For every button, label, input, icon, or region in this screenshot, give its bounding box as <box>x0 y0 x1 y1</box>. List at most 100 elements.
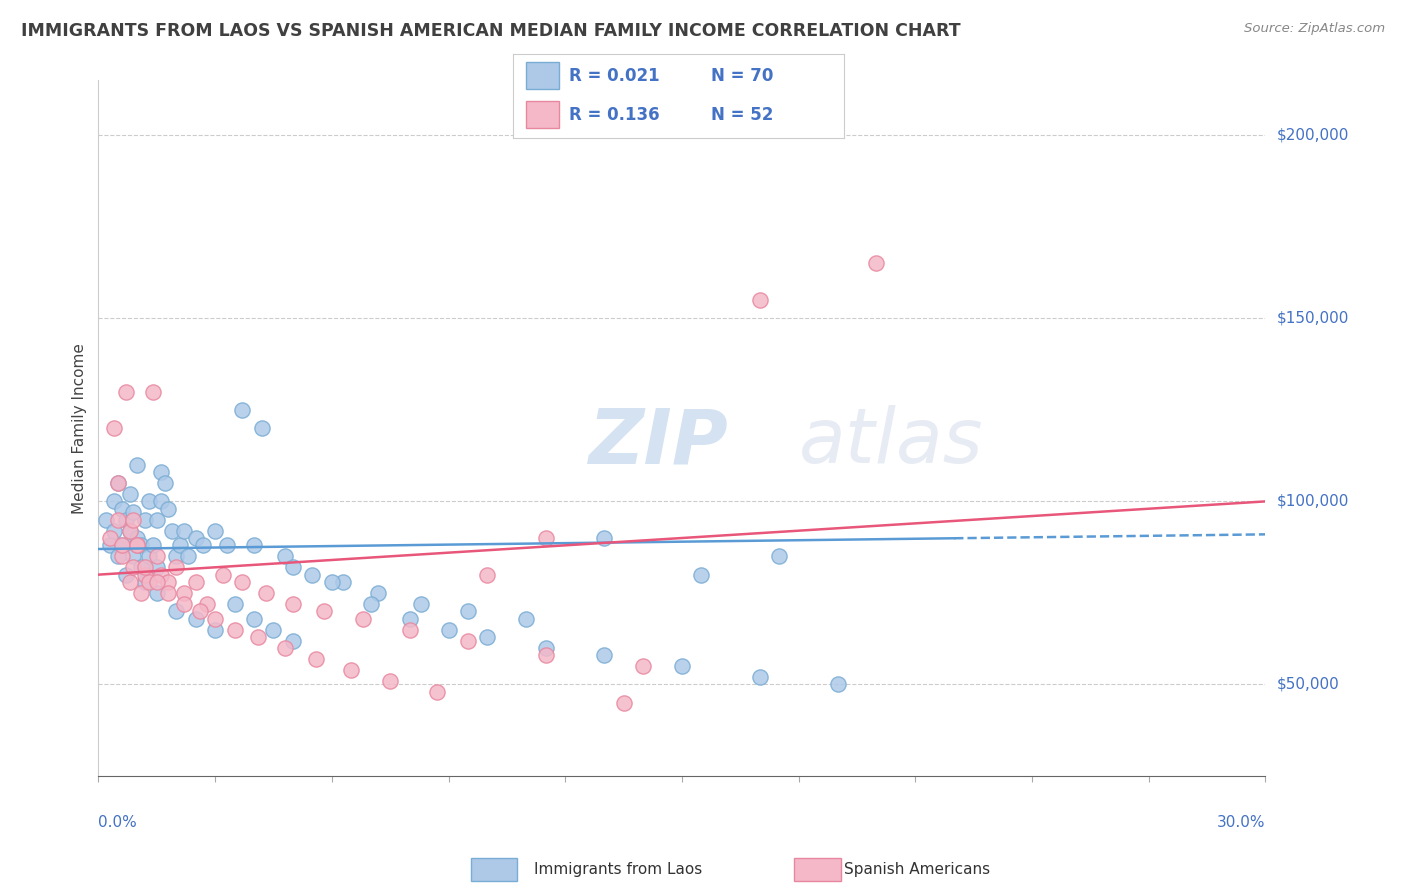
Text: ZIP: ZIP <box>589 405 728 479</box>
Point <box>146 574 169 589</box>
Point <box>748 293 770 307</box>
Point <box>262 623 284 637</box>
Point <box>457 604 479 618</box>
Text: Immigrants from Laos: Immigrants from Laos <box>534 863 703 877</box>
Point <box>111 549 134 564</box>
Point <box>274 549 297 564</box>
Point <box>748 670 770 684</box>
Point <box>146 549 169 564</box>
Text: R = 0.021: R = 0.021 <box>569 67 659 85</box>
Point <box>426 685 449 699</box>
Point <box>146 560 169 574</box>
Bar <box>526 62 560 89</box>
Point <box>157 501 180 516</box>
Point <box>231 402 253 417</box>
Point <box>129 586 152 600</box>
Point <box>768 549 790 564</box>
Point <box>96 513 118 527</box>
Point <box>165 604 187 618</box>
Point <box>142 384 165 399</box>
Point <box>165 560 187 574</box>
Point <box>114 567 136 582</box>
Point <box>534 531 557 545</box>
Point <box>118 487 141 501</box>
Point <box>111 538 134 552</box>
Point <box>184 574 207 589</box>
Text: 30.0%: 30.0% <box>1218 815 1265 830</box>
Point <box>340 663 363 677</box>
Point <box>134 567 156 582</box>
Text: $50,000: $50,000 <box>1277 677 1340 692</box>
Point <box>321 574 343 589</box>
Point <box>515 611 537 625</box>
Text: $100,000: $100,000 <box>1277 494 1348 509</box>
Point <box>134 574 156 589</box>
Point <box>114 384 136 399</box>
Point <box>281 560 304 574</box>
Point <box>534 648 557 663</box>
Point <box>107 513 129 527</box>
Point <box>134 560 156 574</box>
Point <box>165 549 187 564</box>
Point <box>127 538 149 552</box>
Point <box>360 597 382 611</box>
Text: N = 70: N = 70 <box>711 67 773 85</box>
Point <box>184 531 207 545</box>
Bar <box>526 101 560 128</box>
Point <box>107 476 129 491</box>
Point <box>173 597 195 611</box>
Point <box>118 574 141 589</box>
Point <box>188 604 211 618</box>
Point <box>865 256 887 270</box>
Point <box>204 623 226 637</box>
Point <box>332 574 354 589</box>
Point <box>457 633 479 648</box>
Point <box>250 421 273 435</box>
Text: $150,000: $150,000 <box>1277 310 1348 326</box>
Point <box>301 567 323 582</box>
Point <box>107 549 129 564</box>
Text: atlas: atlas <box>799 405 983 479</box>
Point <box>411 597 433 611</box>
Point <box>827 677 849 691</box>
Point <box>103 524 125 538</box>
Point <box>243 611 266 625</box>
Point <box>631 659 654 673</box>
Point <box>127 458 149 472</box>
Point <box>534 640 557 655</box>
Point <box>138 574 160 589</box>
Point <box>98 531 121 545</box>
Point <box>173 524 195 538</box>
Point <box>177 549 200 564</box>
Point <box>111 538 134 552</box>
Point <box>274 640 297 655</box>
Text: N = 52: N = 52 <box>711 105 773 123</box>
Text: 0.0%: 0.0% <box>98 815 138 830</box>
Point <box>173 586 195 600</box>
Point <box>398 611 420 625</box>
Point <box>149 465 172 479</box>
Text: $200,000: $200,000 <box>1277 128 1348 143</box>
Text: IMMIGRANTS FROM LAOS VS SPANISH AMERICAN MEDIAN FAMILY INCOME CORRELATION CHART: IMMIGRANTS FROM LAOS VS SPANISH AMERICAN… <box>21 22 960 40</box>
Point <box>690 567 713 582</box>
Point <box>367 586 389 600</box>
Point <box>107 476 129 491</box>
Point <box>612 696 634 710</box>
Point <box>146 586 169 600</box>
Text: R = 0.136: R = 0.136 <box>569 105 659 123</box>
Text: Spanish Americans: Spanish Americans <box>844 863 990 877</box>
Point <box>204 611 226 625</box>
Point <box>138 494 160 508</box>
Point <box>162 524 184 538</box>
Point <box>193 538 215 552</box>
Point <box>477 630 499 644</box>
Point <box>114 513 136 527</box>
Point <box>157 586 180 600</box>
Point <box>204 524 226 538</box>
Point <box>593 531 616 545</box>
Point <box>146 513 169 527</box>
Point <box>122 560 145 574</box>
Point <box>195 597 218 611</box>
Point <box>243 538 266 552</box>
Point <box>149 567 172 582</box>
